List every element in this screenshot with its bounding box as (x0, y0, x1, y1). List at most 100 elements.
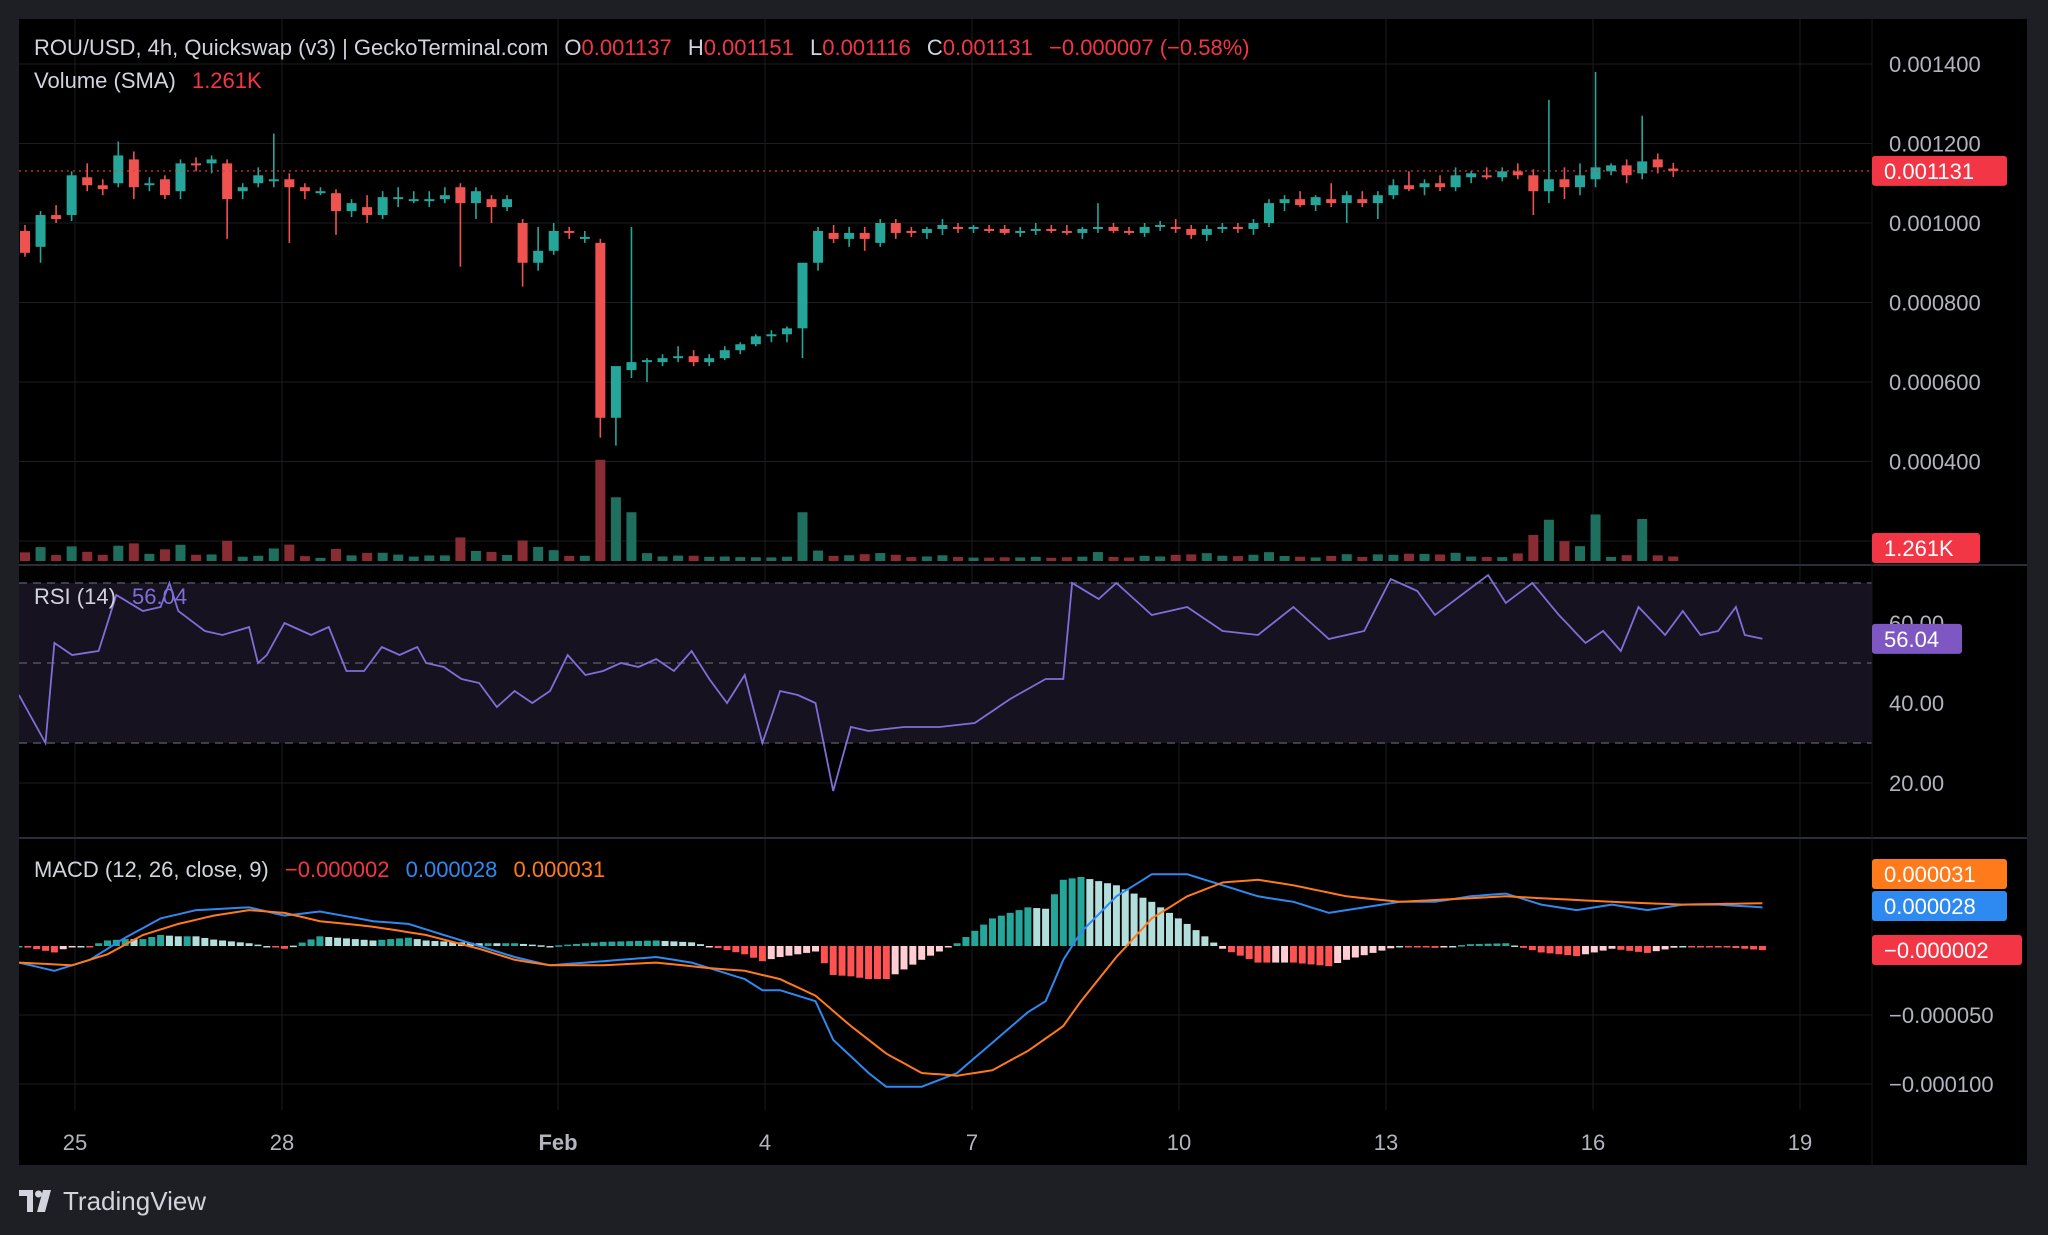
candle-body (1606, 165, 1617, 172)
macd-histogram-bar (148, 937, 156, 946)
volume-tag: 1.261K (1872, 533, 1980, 563)
macd-hist-value: −0.000002 (284, 857, 390, 882)
macd-histogram-bar (1121, 889, 1129, 946)
volume-bar (890, 554, 901, 561)
time-axis-label: 7 (966, 1130, 978, 1155)
macd-histogram-bar (1723, 946, 1731, 948)
candle-body (968, 226, 979, 229)
candle-body (1388, 185, 1399, 196)
volume-bar (1606, 556, 1617, 561)
volume-bar (937, 555, 948, 561)
macd-histogram-bar (1192, 930, 1200, 946)
volume-bar (1497, 557, 1508, 561)
candle-body (1077, 228, 1088, 233)
rsi-tag: 56.04 (1872, 623, 1962, 654)
volume-bar (1015, 557, 1026, 561)
macd-histogram-bar (1741, 946, 1749, 949)
pane-dividers[interactable] (19, 19, 2027, 1165)
macd-histogram-bar (289, 945, 297, 948)
volume-bar (797, 512, 808, 561)
candle-body (175, 163, 186, 192)
volume-bar (875, 553, 886, 561)
macd-axis-label: −0.000100 (1889, 1072, 1994, 1097)
macd-histogram-bar (546, 946, 554, 948)
macd-histogram-bar (537, 945, 545, 947)
macd-histogram-bar (953, 943, 961, 946)
volume-bar (1170, 554, 1181, 561)
volume-bar (1201, 553, 1212, 561)
macd-histogram-bar (652, 940, 660, 946)
macd-histogram-bar (1705, 946, 1713, 948)
volume-bar (921, 556, 932, 561)
macd-histogram-bar (1201, 936, 1209, 946)
candle-body (393, 197, 404, 200)
tradingview-logo[interactable]: TradingView (19, 1186, 206, 1216)
time-axis-label: 19 (1788, 1130, 1812, 1155)
volume-bar (393, 554, 404, 561)
macd-histogram-bar (1157, 907, 1165, 946)
macd-histogram-bar (1130, 893, 1138, 946)
price-axis-label: 0.000800 (1889, 291, 1981, 316)
macd-histogram-bar (635, 940, 642, 946)
volume-bar (1652, 555, 1663, 561)
candle-body (1248, 223, 1259, 229)
time-axis-label: 10 (1167, 1130, 1191, 1155)
price-candles (19, 71, 1872, 446)
candle-body (455, 187, 466, 204)
close-label: C (926, 35, 943, 60)
macd-histogram-bar (1174, 918, 1182, 946)
macd-histogram-bar (325, 937, 333, 946)
macd-histogram-bar (927, 946, 935, 956)
macd-histogram-bar (404, 937, 412, 946)
macd-histogram-bar (1528, 946, 1536, 951)
volume-bar (486, 551, 497, 561)
macd-histogram-bar (776, 946, 784, 958)
volume-bar (1372, 554, 1383, 561)
volume-bar (1077, 556, 1088, 561)
candle-body (1497, 171, 1508, 178)
macd-histogram-bar (431, 940, 439, 946)
macd-histogram-bar (643, 940, 651, 946)
macd-histogram-bar (847, 946, 855, 977)
macd-histogram-bar (1404, 946, 1412, 948)
candle-body (1652, 159, 1663, 168)
macd-histogram-bar (1661, 946, 1669, 950)
volume-bar (1326, 555, 1337, 561)
macd-histogram-bar (440, 941, 448, 946)
candle-body (1435, 183, 1446, 188)
volume-bar (548, 550, 559, 561)
macd-histogram-bar (1484, 943, 1492, 946)
macd-histogram-bar (466, 942, 474, 946)
chart-svg[interactable]: 0.001400 0.001200 0.001000 0.000800 0.000600… (19, 19, 2027, 1165)
macd-histogram-bar (829, 946, 837, 975)
candle-body (128, 159, 139, 188)
volume-bar (97, 554, 108, 561)
candle-body (159, 179, 170, 196)
volume-bar (175, 544, 186, 561)
macd-histogram-bar (192, 936, 200, 946)
candle-body (1668, 168, 1679, 171)
chart-area[interactable]: 0.001400 0.001200 0.001000 0.000800 0.000600… (19, 19, 2027, 1165)
candle-body (470, 191, 481, 204)
rsi-line (19, 573, 1763, 792)
macd-histogram-bar (882, 946, 890, 980)
candle-body (237, 187, 248, 192)
macd-histogram-bar (1670, 946, 1678, 948)
candle-body (1295, 199, 1306, 206)
last-price-tag-bg (1872, 155, 2007, 186)
volume-bar (533, 546, 544, 561)
macd-histogram-bar (1732, 946, 1740, 949)
rsi-tag-text: 56.04 (1884, 627, 1939, 652)
macd-histogram-bar (1643, 946, 1651, 953)
macd-histogram-bar (95, 943, 103, 946)
last-price-tag: 0.001131 (1872, 155, 2007, 186)
time-axis-label: 13 (1374, 1130, 1398, 1155)
candle-body (222, 163, 233, 200)
macd-signal-line (19, 878, 1763, 1077)
candle-body (1419, 183, 1430, 188)
macd-histogram-bar (1139, 897, 1147, 946)
macd-histogram-bar (1343, 946, 1350, 960)
macd-histogram-bar (1077, 877, 1085, 946)
candle-body (1341, 195, 1352, 204)
volume-bar (1124, 557, 1135, 561)
